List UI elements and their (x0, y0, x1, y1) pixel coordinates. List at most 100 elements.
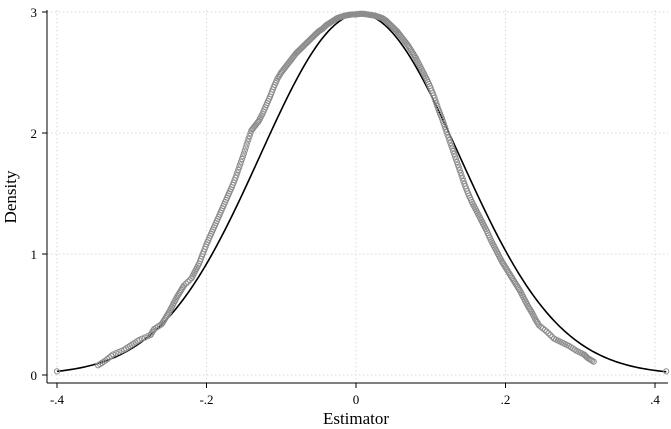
data-point (432, 97, 439, 104)
data-point (383, 18, 390, 25)
data-point (161, 316, 168, 323)
data-point (541, 326, 548, 334)
y-tick-label: 2 (31, 126, 38, 141)
data-point (387, 21, 394, 29)
data-point (165, 310, 172, 317)
data-point (134, 338, 141, 345)
data-point (245, 135, 252, 142)
data-point (479, 218, 486, 226)
data-point (446, 137, 453, 144)
data-point (408, 47, 415, 54)
data-point (523, 301, 531, 308)
grid (47, 10, 668, 383)
data-point (442, 126, 449, 133)
data-point (415, 60, 422, 67)
data-point (240, 150, 247, 157)
data-point (451, 153, 459, 160)
data-point (537, 323, 545, 330)
data-point (419, 67, 426, 74)
data-point (294, 49, 301, 56)
data-point (312, 30, 319, 38)
data-point (244, 138, 251, 145)
data-point (447, 139, 454, 147)
data-point (176, 289, 183, 297)
data-point (237, 161, 244, 168)
x-tick-label: .2 (501, 392, 511, 407)
data-point (444, 131, 451, 138)
data-point (104, 355, 111, 363)
data-point (320, 24, 327, 32)
data-point (556, 338, 563, 345)
data-point (411, 53, 418, 60)
data-point (471, 204, 478, 211)
data-point (581, 352, 589, 359)
axes (46, 10, 668, 384)
x-tick-label: -.4 (50, 392, 65, 407)
data-point (493, 249, 501, 256)
y-tick-label: 0 (31, 368, 38, 383)
data-point (243, 141, 250, 148)
data-point (441, 123, 448, 130)
data-point (301, 41, 308, 49)
points (53, 10, 670, 375)
data-point (449, 145, 456, 152)
data-point (663, 368, 670, 375)
data-point (454, 161, 461, 168)
x-tick-label: -.2 (199, 392, 213, 407)
data-point (505, 268, 512, 275)
data-point (443, 128, 450, 136)
data-point (106, 354, 113, 361)
data-point (108, 352, 115, 360)
data-point (168, 303, 176, 310)
x-tick-label: .4 (650, 392, 660, 407)
data-point (115, 348, 122, 356)
data-point (457, 169, 464, 177)
data-point (440, 120, 447, 128)
data-point (459, 175, 466, 182)
data-point (439, 118, 446, 125)
data-point (297, 45, 304, 52)
data-point (455, 164, 462, 171)
data-point (452, 156, 460, 163)
data-point (138, 335, 146, 342)
data-point (109, 351, 117, 358)
data-point (433, 100, 440, 107)
data-point (237, 158, 245, 165)
data-point (512, 280, 519, 288)
data-point (543, 328, 550, 335)
data-point (460, 178, 467, 185)
data-point (453, 158, 461, 166)
data-point (589, 357, 596, 364)
data-point (118, 347, 125, 354)
data-point (273, 77, 280, 84)
data-point (391, 25, 398, 32)
y-tick-label: 3 (31, 5, 38, 20)
data-point (448, 142, 455, 149)
data-point (501, 262, 508, 269)
data-point (232, 174, 239, 181)
data-point (254, 119, 261, 126)
x-tick-label: 0 (353, 392, 360, 407)
x-axis-label: Estimator (323, 409, 389, 428)
data-point (520, 293, 527, 301)
data-point (141, 334, 148, 341)
data-point (238, 155, 246, 163)
data-point (253, 120, 261, 127)
data-point (53, 368, 61, 375)
data-point (308, 34, 316, 41)
data-point (539, 325, 546, 332)
data-point (112, 350, 119, 357)
data-point (497, 256, 504, 263)
data-point (531, 314, 538, 321)
data-point (430, 92, 437, 99)
data-point (445, 134, 452, 141)
data-point (182, 280, 190, 287)
data-point (437, 112, 445, 120)
y-tick-label: 1 (31, 247, 38, 262)
data-point (527, 307, 534, 314)
data-point (458, 172, 465, 179)
data-point (234, 169, 241, 176)
data-point (191, 269, 198, 276)
data-point (184, 278, 191, 285)
